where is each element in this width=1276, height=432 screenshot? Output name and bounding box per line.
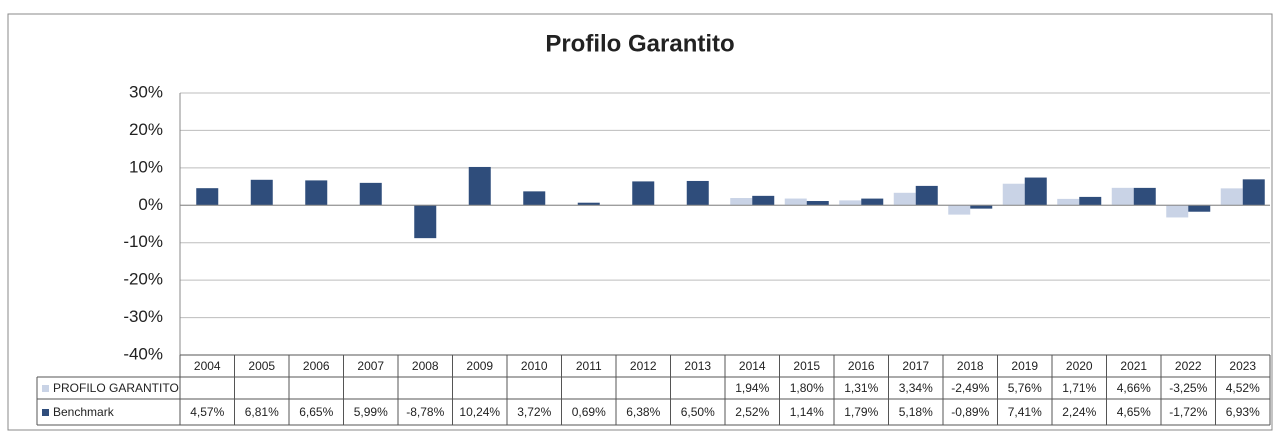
x-tick-label: 2014	[739, 359, 766, 373]
table-value: 10,24%	[459, 405, 500, 419]
bar	[970, 205, 993, 209]
x-tick-label: 2022	[1175, 359, 1202, 373]
bar	[806, 201, 829, 206]
bar	[1166, 205, 1189, 218]
bar	[196, 188, 219, 206]
bar	[861, 198, 884, 206]
bar	[1002, 183, 1025, 206]
chart-frame	[7, 13, 1273, 431]
table-value: 3,34%	[899, 381, 933, 395]
x-tick-label: 2021	[1120, 359, 1147, 373]
table-value: -1,72%	[1169, 405, 1207, 419]
x-tick-label: 2020	[1066, 359, 1093, 373]
x-tick-label: 2004	[194, 359, 221, 373]
bar	[784, 198, 807, 206]
table-value: 5,76%	[1008, 381, 1042, 395]
x-tick-label: 2019	[1011, 359, 1038, 373]
table-value: -3,25%	[1169, 381, 1207, 395]
bar	[752, 195, 775, 206]
bar	[948, 205, 971, 215]
bar	[1079, 196, 1102, 206]
bar	[730, 198, 753, 206]
x-tick-label: 2012	[630, 359, 657, 373]
x-tick-label: 2016	[848, 359, 875, 373]
y-tick-label: 0%	[138, 195, 163, 214]
table-value: 1,94%	[735, 381, 769, 395]
bar	[1242, 179, 1265, 206]
bar	[893, 192, 916, 206]
y-tick-label: -20%	[123, 270, 163, 289]
y-tick-label: 10%	[129, 157, 163, 176]
table-value: 6,38%	[626, 405, 660, 419]
y-tick-label: 20%	[129, 120, 163, 139]
table-value: -2,49%	[951, 381, 989, 395]
legend-label: PROFILO GARANTITO	[53, 381, 179, 395]
y-tick-label: -40%	[123, 344, 163, 363]
table-value: 1,80%	[790, 381, 824, 395]
bar	[250, 179, 273, 206]
y-tick-label: -10%	[123, 232, 163, 251]
table-value: 4,52%	[1226, 381, 1260, 395]
y-tick-label: 30%	[129, 82, 163, 101]
x-tick-label: 2015	[793, 359, 820, 373]
bar	[577, 202, 600, 206]
bar	[632, 181, 655, 206]
table-value: 1,14%	[790, 405, 824, 419]
y-tick-label: -30%	[123, 307, 163, 326]
table-value: 6,50%	[681, 405, 715, 419]
bar	[523, 191, 546, 206]
legend-label: Benchmark	[53, 405, 115, 419]
bar	[915, 185, 938, 206]
x-tick-label: 2005	[248, 359, 275, 373]
bar	[839, 200, 862, 206]
table-value: 7,41%	[1008, 405, 1042, 419]
table-value: 2,24%	[1062, 405, 1096, 419]
x-tick-label: 2009	[466, 359, 493, 373]
x-tick-label: 2011	[576, 359, 602, 373]
bar	[1111, 187, 1134, 206]
x-tick-label: 2006	[303, 359, 330, 373]
table-value: 4,66%	[1117, 381, 1151, 395]
table-value: -0,89%	[951, 405, 989, 419]
bar	[1024, 177, 1047, 206]
bar	[1133, 187, 1156, 206]
table-value: 5,99%	[354, 405, 388, 419]
x-tick-label: 2017	[902, 359, 929, 373]
bar	[359, 182, 382, 206]
table-value: 6,65%	[299, 405, 333, 419]
x-tick-label: 2007	[357, 359, 384, 373]
table-value: 6,93%	[1226, 405, 1260, 419]
x-tick-label: 2018	[957, 359, 984, 373]
bar	[1057, 198, 1080, 206]
bar	[686, 180, 709, 206]
bar	[305, 180, 328, 206]
table-value: 1,79%	[844, 405, 878, 419]
table-value: 4,65%	[1117, 405, 1151, 419]
table-value: -8,78%	[406, 405, 444, 419]
table-value: 4,57%	[190, 405, 224, 419]
table-value: 5,18%	[899, 405, 933, 419]
bar	[414, 205, 437, 239]
table-value: 0,69%	[572, 405, 606, 419]
bar	[1220, 188, 1243, 206]
chart-title: Profilo Garantito	[545, 30, 734, 57]
x-tick-label: 2010	[521, 359, 548, 373]
table-value: 1,31%	[844, 381, 878, 395]
bar	[1188, 205, 1211, 212]
legend-swatch	[42, 409, 49, 416]
legend-swatch	[42, 385, 49, 392]
table-value: 1,71%	[1062, 381, 1096, 395]
bar	[468, 166, 491, 206]
table-value: 6,81%	[245, 405, 279, 419]
x-tick-label: 2008	[412, 359, 439, 373]
table-value: 3,72%	[517, 405, 551, 419]
table-value: 2,52%	[735, 405, 769, 419]
x-tick-label: 2013	[684, 359, 711, 373]
x-tick-label: 2023	[1229, 359, 1256, 373]
